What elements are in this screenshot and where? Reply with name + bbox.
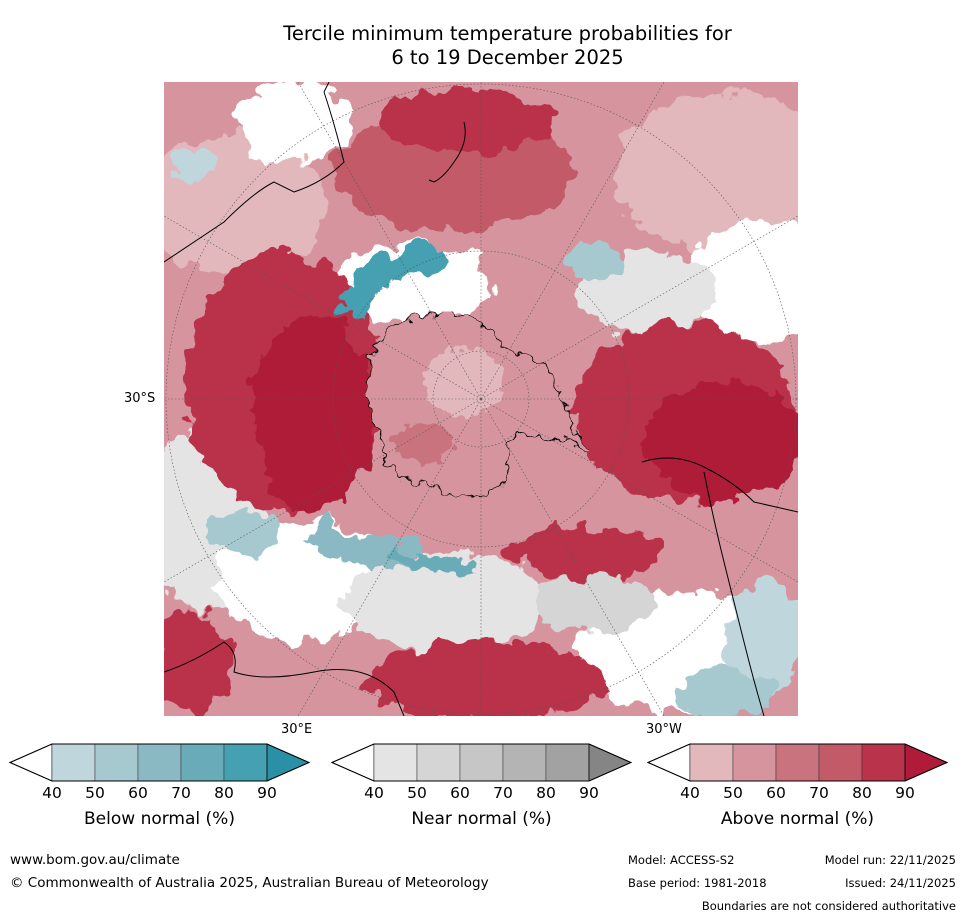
footer-copyright: © Commonwealth of Australia 2025, Austra… [10, 875, 489, 891]
field-patch [336, 243, 445, 323]
field-patch [204, 512, 284, 552]
footer-issued: Issued: 24/11/2025 [845, 876, 956, 890]
footer-url[interactable]: www.bom.gov.au/climate [10, 852, 180, 868]
colorbar-extend-high [266, 743, 310, 782]
meridian-line [164, 215, 482, 400]
colorbar-segment [223, 743, 268, 782]
colorbar-title-near: Near normal (%) [411, 809, 552, 829]
field-patch [534, 572, 654, 632]
colorbar-tick-label: 90 [579, 784, 599, 802]
colorbar-extend-high [588, 743, 632, 782]
footer-base-period: Base period: 1981-2018 [628, 876, 767, 890]
colorbar-extend-low [9, 743, 53, 782]
south-america-coast [641, 457, 798, 716]
colorbar-extend-low [331, 743, 375, 782]
field-patch [344, 552, 544, 652]
colorbar-outline [646, 743, 949, 782]
colorbar-tick-label: 80 [852, 784, 872, 802]
field-patch [234, 82, 354, 162]
field-patch [424, 347, 504, 417]
colorbar-tick-label: 50 [407, 784, 427, 802]
meridian-line [480, 82, 665, 400]
colorbar-segment [545, 743, 590, 782]
field-patch [564, 246, 624, 278]
colorbar-tick-label: 40 [364, 784, 384, 802]
meridian-line [480, 398, 665, 716]
field-patch [504, 527, 664, 577]
field-patch [391, 545, 477, 573]
map-title: Tercile minimum temperature probabilitie… [170, 22, 845, 70]
footer-model-run: Model run: 22/11/2025 [824, 853, 956, 867]
field-patch [674, 667, 774, 716]
colorbar-tick-label: 70 [809, 784, 829, 802]
colorbar-segment [459, 743, 504, 782]
colorbar-segment [137, 743, 182, 782]
title-line-2: 6 to 19 December 2025 [391, 46, 624, 69]
colorbar-outline [330, 743, 633, 782]
field-patch [394, 422, 454, 462]
colorbar-segment [373, 743, 418, 782]
meridian-line [480, 398, 798, 583]
australia-coast [164, 82, 345, 263]
field-patch [164, 612, 234, 712]
meridian-line [297, 398, 482, 716]
colorbar-tick-label: 40 [42, 784, 62, 802]
title-line-1: Tercile minimum temperature probabilitie… [283, 22, 732, 45]
probability-field [164, 82, 798, 716]
meridian-line [297, 82, 482, 400]
colorbar-title-below: Below normal (%) [84, 809, 235, 829]
field-patch [364, 642, 604, 716]
colorbar-tick-label: 70 [493, 784, 513, 802]
colorbar-tick-label: 60 [450, 784, 470, 802]
field-patch [174, 147, 214, 177]
meridian-line [480, 215, 798, 400]
field-patch [684, 222, 798, 342]
lon-label-30w: 30°W [646, 722, 682, 737]
colorbar-segment [689, 743, 734, 782]
footer-boundaries: Boundaries are not considered authoritat… [701, 899, 956, 913]
latitude-circle [432, 350, 530, 448]
colorbar-outline [8, 743, 311, 782]
footer-model: Model: ACCESS-S2 [628, 853, 735, 867]
colorbar-extend-high [904, 743, 948, 782]
colorbar-extend-low [647, 743, 691, 782]
colorbar-above [646, 743, 949, 782]
colorbar-segment [732, 743, 777, 782]
colorbar-segment [502, 743, 547, 782]
colorbar-segment [180, 743, 225, 782]
colorbar-tick-label: 50 [85, 784, 105, 802]
colorbar-tick-label: 40 [680, 784, 700, 802]
africa-coast [164, 641, 405, 716]
meridian-line [164, 398, 482, 583]
colorbar-title-above: Above normal (%) [720, 809, 875, 829]
field-patch [254, 312, 374, 512]
colorbar-tick-label: 80 [536, 784, 556, 802]
colorbar-tick-label: 60 [128, 784, 148, 802]
colorbar-near [330, 743, 633, 782]
coastlines [164, 82, 798, 716]
field-patch [644, 382, 798, 502]
colorbar-tick-label: 60 [766, 784, 786, 802]
lon-label-30e: 30°E [281, 722, 313, 737]
colorbar-tick-label: 70 [171, 784, 191, 802]
lat-label-30s: 30°S [124, 391, 156, 406]
colorbar-below [8, 743, 311, 782]
colorbar-segment [416, 743, 461, 782]
tercile-probability-map [164, 82, 798, 716]
new-zealand-coast [428, 121, 466, 183]
colorbar-tick-label: 80 [214, 784, 234, 802]
colorbar-segment [861, 743, 906, 782]
graticule [164, 82, 798, 716]
colorbar-segment [775, 743, 820, 782]
colorbar-tick-label: 90 [895, 784, 915, 802]
colorbar-segment [51, 743, 96, 782]
colorbar-tick-label: 50 [723, 784, 743, 802]
field-patch [614, 92, 798, 252]
colorbar-tick-label: 90 [257, 784, 277, 802]
colorbar-segment [94, 743, 139, 782]
colorbar-segment [818, 743, 863, 782]
